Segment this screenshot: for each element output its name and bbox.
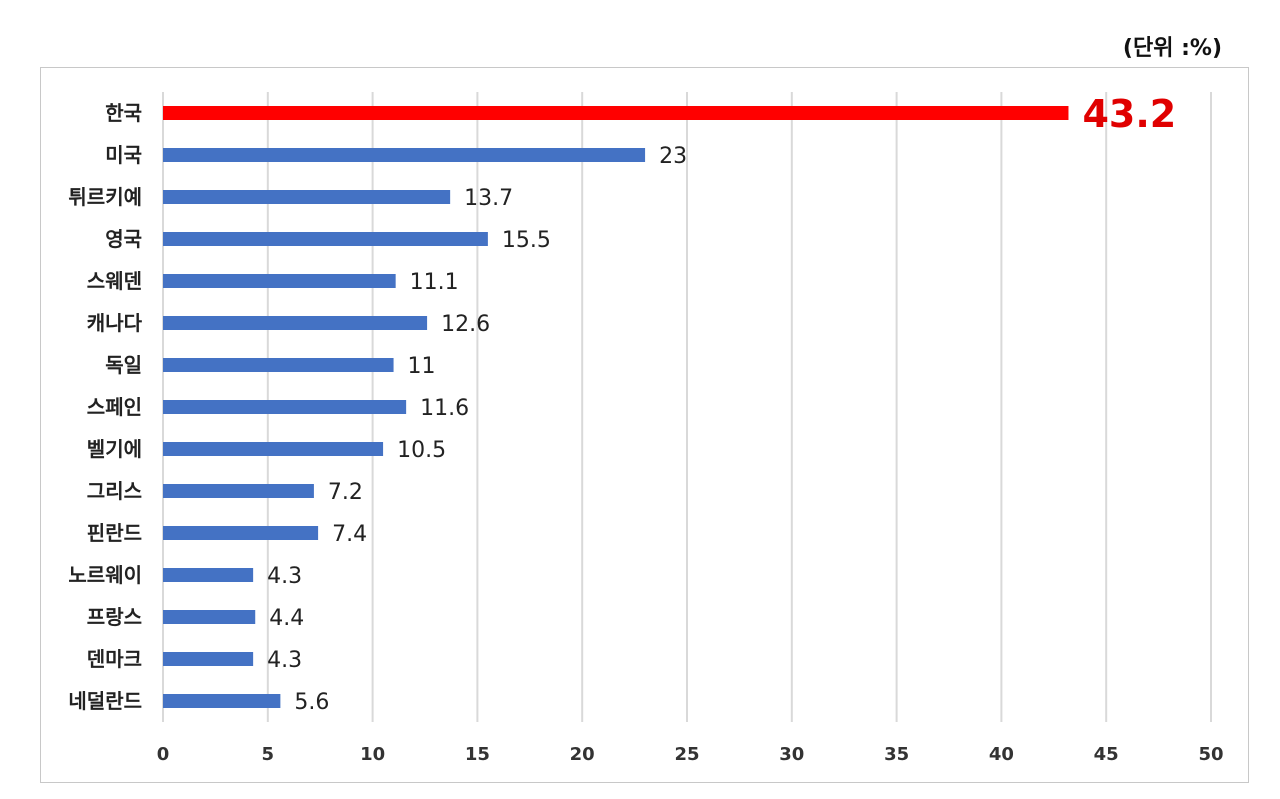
- value-label: 15.5: [502, 228, 551, 253]
- category-label: 그리스: [87, 479, 142, 503]
- bar: [163, 316, 428, 330]
- chart-frame: [40, 67, 1249, 783]
- value-label: 11.1: [410, 270, 459, 295]
- category-label: 덴마크: [87, 647, 142, 671]
- x-tick-label: 25: [674, 744, 699, 765]
- x-tick-label: 15: [465, 744, 490, 765]
- value-label: 4.3: [267, 564, 302, 589]
- value-label: 11.6: [420, 396, 469, 421]
- unit-label: (단위 :%): [1122, 36, 1222, 61]
- x-tick-label: 5: [262, 744, 275, 765]
- category-label: 캐나다: [87, 311, 143, 335]
- bar: [163, 148, 646, 162]
- category-label: 독일: [105, 353, 142, 377]
- x-tick-label: 35: [884, 744, 909, 765]
- bar: [163, 274, 396, 288]
- value-label: 13.7: [464, 186, 513, 211]
- value-label: 12.6: [441, 312, 490, 337]
- x-tick-label: 0: [157, 744, 170, 765]
- x-tick-label: 20: [570, 744, 595, 765]
- value-label-highlight: 43.2: [1082, 92, 1176, 136]
- value-label: 4.3: [267, 648, 302, 673]
- x-tick-label: 10: [360, 744, 385, 765]
- category-label: 한국: [105, 101, 142, 125]
- value-label: 5.6: [294, 690, 329, 715]
- bar: [163, 442, 384, 456]
- category-label: 영국: [105, 227, 142, 251]
- value-label: 4.4: [269, 606, 304, 631]
- category-label: 핀란드: [87, 521, 142, 545]
- bar: [163, 568, 254, 582]
- value-label: 10.5: [397, 438, 446, 463]
- bar: [163, 232, 488, 246]
- bars: [163, 106, 1069, 708]
- bar: [163, 526, 319, 540]
- bar: [163, 610, 256, 624]
- value-label: 7.2: [328, 480, 363, 505]
- bar: [163, 694, 281, 708]
- bar: [163, 190, 451, 204]
- bar: [163, 484, 314, 498]
- category-label: 튀르키예: [68, 185, 142, 209]
- category-label: 벨기에: [87, 437, 142, 461]
- value-labels: 43.2 23 13.7 15.5 11.1 12.611 11.6 10.5 7.2 7.4 4.…: [267, 92, 1176, 715]
- category-label: 노르웨이: [68, 563, 142, 587]
- category-label: 스페인: [87, 395, 142, 419]
- x-tick-label: 45: [1094, 744, 1119, 765]
- bar: [163, 652, 254, 666]
- value-label: 11: [408, 354, 436, 379]
- category-label: 미국: [105, 143, 142, 167]
- bar: [163, 358, 394, 372]
- category-label: 프랑스: [87, 605, 142, 629]
- x-tick-label: 50: [1198, 744, 1223, 765]
- x-tick-label: 30: [779, 744, 804, 765]
- x-tick-label: 40: [989, 744, 1014, 765]
- bar-highlight: [163, 106, 1069, 120]
- x-tick-labels: 0 5 10 15 20 25 30 35 40 45 50: [157, 744, 1224, 765]
- value-label: 7.4: [332, 522, 367, 547]
- category-label: 스웨덴: [87, 269, 142, 293]
- category-labels: 한국미국튀르키예영국스웨덴캐나다독일스페인벨기에그리스핀란드노르웨이프랑스덴마크…: [68, 101, 142, 713]
- value-label: 23: [659, 144, 687, 169]
- bar: [163, 400, 407, 414]
- category-label: 네덜란드: [68, 689, 142, 713]
